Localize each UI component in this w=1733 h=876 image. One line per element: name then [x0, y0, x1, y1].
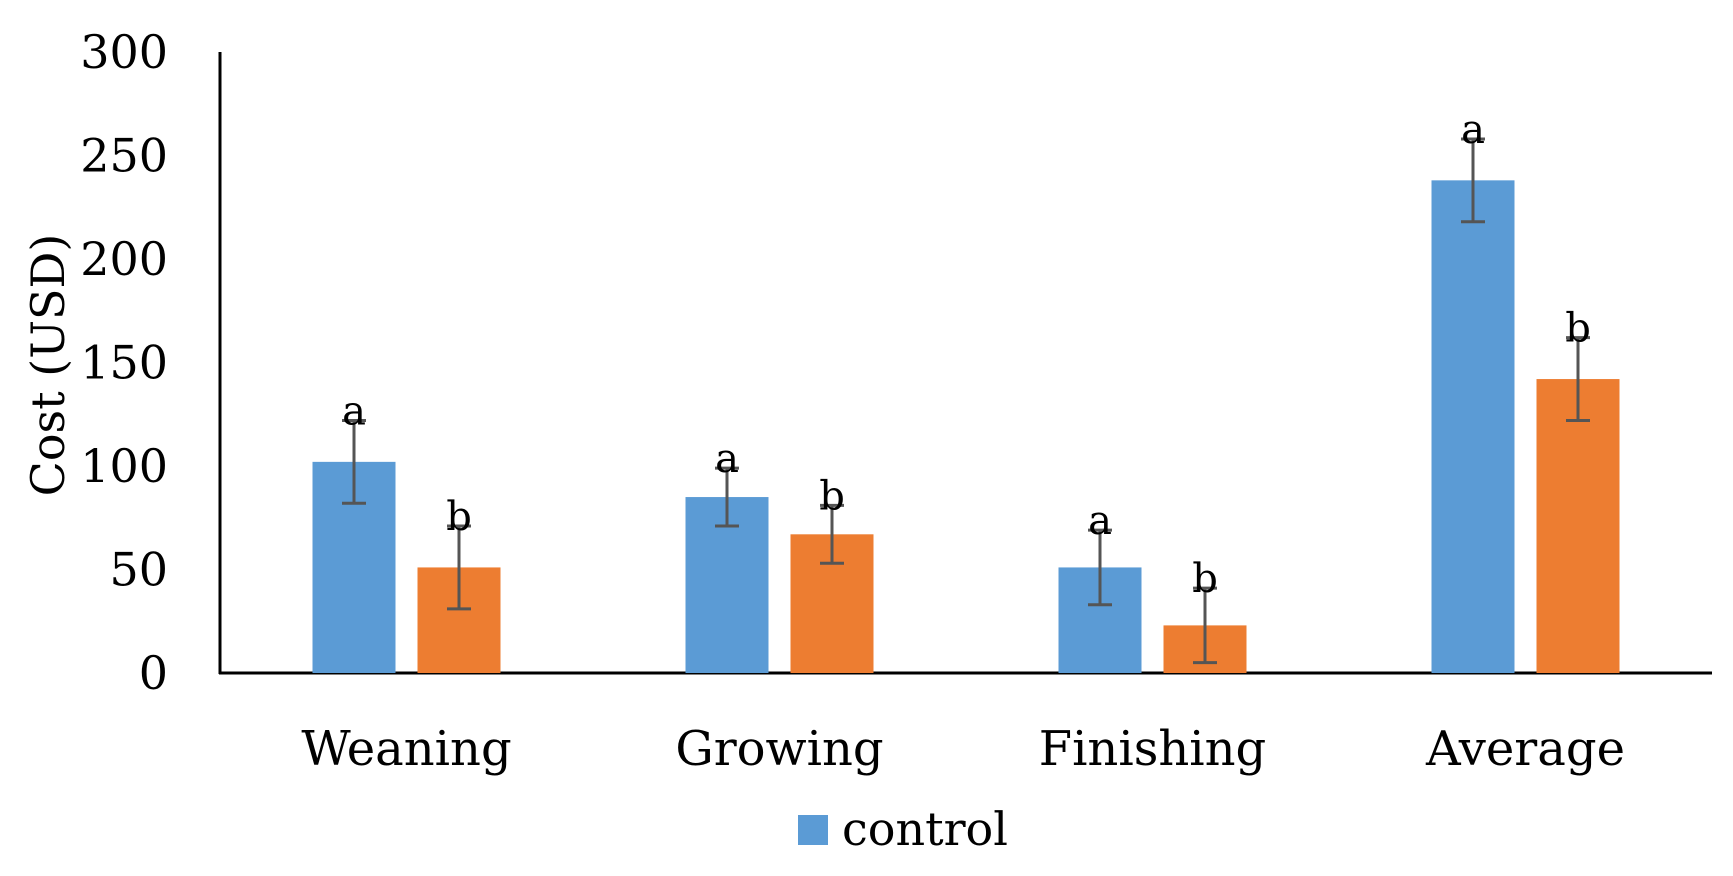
- legend-label-control: control: [842, 802, 1008, 856]
- y-tick-label: 200: [80, 232, 168, 286]
- legend-swatch-control: [798, 815, 828, 845]
- y-axis-label: Cost (USD): [21, 234, 75, 497]
- bar: [1431, 180, 1515, 673]
- significance-label: b: [819, 473, 845, 519]
- plot-area: 0 50 100 150 200 250 300 Weaning a b Growing a b Fini…: [80, 25, 1712, 777]
- significance-label: b: [1565, 306, 1591, 352]
- significance-label: a: [1461, 107, 1485, 153]
- y-tick-label: 150: [80, 336, 168, 390]
- bar: [1536, 379, 1620, 673]
- y-tick-label: 250: [80, 129, 168, 183]
- y-tick-label: 100: [80, 439, 168, 493]
- significance-label: a: [715, 436, 739, 482]
- y-tick-label: 0: [139, 646, 168, 700]
- significance-label: a: [342, 388, 366, 434]
- significance-label: a: [1088, 498, 1112, 544]
- x-tick-label: Weaning: [301, 721, 511, 777]
- y-tick-label: 50: [109, 543, 168, 597]
- significance-label: b: [446, 494, 472, 540]
- x-tick-label: Finishing: [1039, 721, 1266, 777]
- x-tick-label: Growing: [675, 721, 883, 777]
- x-tick-label: Average: [1425, 721, 1625, 777]
- significance-label: b: [1192, 556, 1218, 602]
- legend: control: [798, 802, 1008, 856]
- y-tick-label: 300: [80, 25, 168, 79]
